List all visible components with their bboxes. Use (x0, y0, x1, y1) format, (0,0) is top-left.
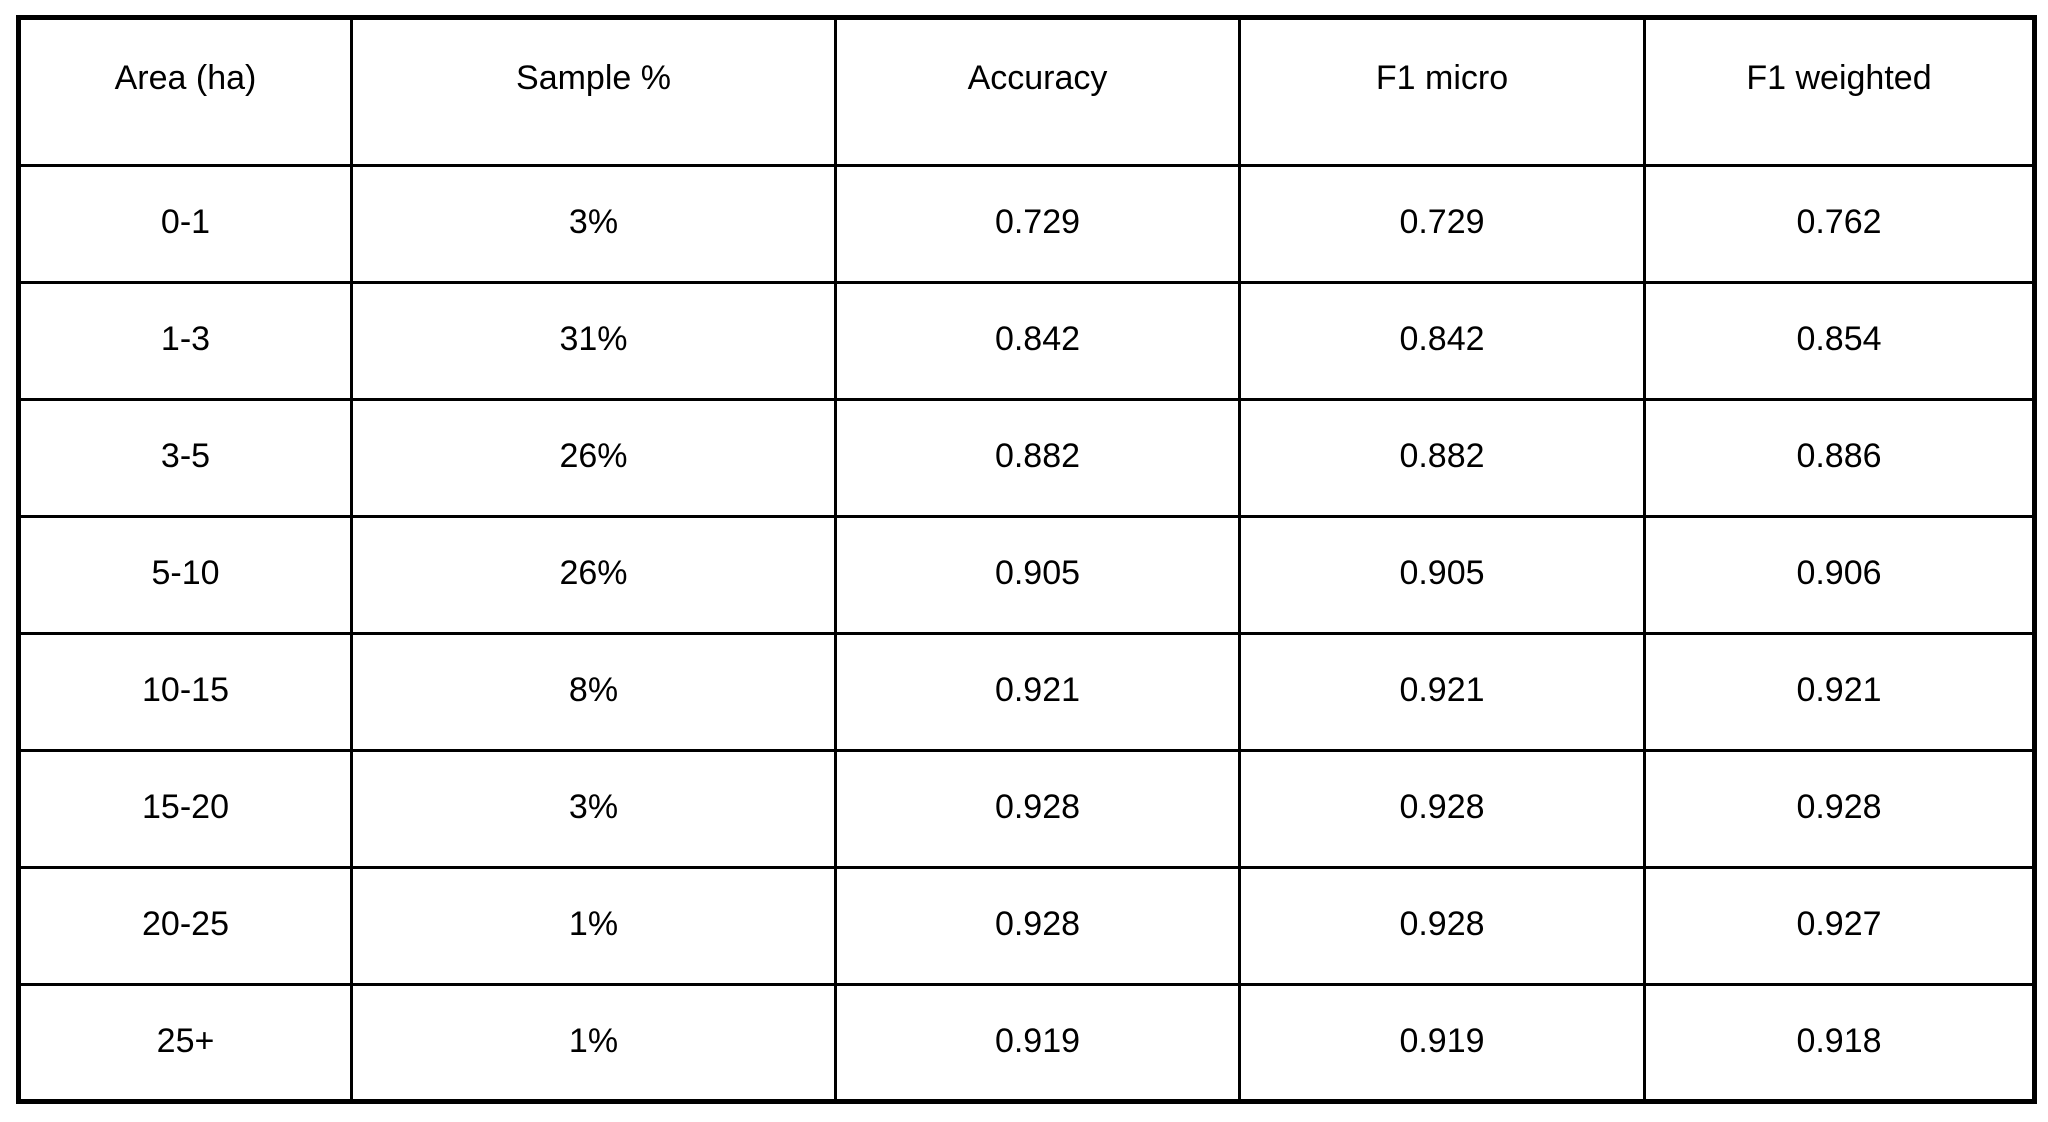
table-cell: 20-25 (17, 866, 353, 986)
table-cell: 0-1 (17, 164, 353, 284)
table-cell: 0.921 (1238, 632, 1646, 752)
table-row: 1-3 31% 0.842 0.842 0.854 (17, 281, 2036, 401)
table-cell: 0.928 (1238, 749, 1646, 869)
table-cell: 26% (350, 398, 837, 518)
table-row: 0-1 3% 0.729 0.729 0.762 (17, 164, 2036, 284)
table-cell: 0.842 (834, 281, 1241, 401)
table-cell: 0.842 (1238, 281, 1646, 401)
table-cell: 0.928 (834, 866, 1241, 986)
table-row: 10-15 8% 0.921 0.921 0.921 (17, 632, 2036, 752)
table-body: 0-1 3% 0.729 0.729 0.762 1-3 31% 0.842 0.842 0.85… (17, 164, 2036, 1103)
table-cell: 0.882 (834, 398, 1241, 518)
table-cell: 3% (350, 749, 837, 869)
table-cell: 0.729 (834, 164, 1241, 284)
table-row: 20-25 1% 0.928 0.928 0.927 (17, 866, 2036, 986)
table-cell: 5-10 (17, 515, 353, 635)
column-header: Sample % (350, 16, 837, 167)
table-cell: 10-15 (17, 632, 353, 752)
table-cell: 0.928 (1643, 749, 2036, 869)
header-row: Area (ha) Sample % Accuracy F1 micro F1 weig… (17, 16, 2036, 167)
table-cell: 25+ (17, 983, 353, 1103)
table-cell: 0.905 (834, 515, 1241, 635)
table-cell: 0.928 (1238, 866, 1646, 986)
table-row: 5-10 26% 0.905 0.905 0.906 (17, 515, 2036, 635)
table-cell: 0.905 (1238, 515, 1646, 635)
table-cell: 8% (350, 632, 837, 752)
table-cell: 0.927 (1643, 866, 2036, 986)
column-header: F1 weighted (1643, 16, 2036, 167)
table-cell: 0.921 (834, 632, 1241, 752)
table-cell: 0.882 (1238, 398, 1646, 518)
table-cell: 0.762 (1643, 164, 2036, 284)
table-cell: 0.729 (1238, 164, 1646, 284)
table-cell: 0.919 (1238, 983, 1646, 1103)
table-cell: 3-5 (17, 398, 353, 518)
column-header: F1 micro (1238, 16, 1646, 167)
metrics-table: Area (ha) Sample % Accuracy F1 micro F1 weig… (16, 15, 2037, 1104)
table-cell: 0.886 (1643, 398, 2036, 518)
table-header: Area (ha) Sample % Accuracy F1 micro F1 weig… (17, 16, 2036, 167)
column-header: Accuracy (834, 16, 1241, 167)
table-cell: 31% (350, 281, 837, 401)
table-cell: 0.921 (1643, 632, 2036, 752)
table-row: 3-5 26% 0.882 0.882 0.886 (17, 398, 2036, 518)
table-cell: 26% (350, 515, 837, 635)
table-cell: 0.928 (834, 749, 1241, 869)
table-container: Area (ha) Sample % Accuracy F1 micro F1 weig… (16, 15, 2037, 1104)
table-cell: 0.906 (1643, 515, 2036, 635)
table-cell: 1-3 (17, 281, 353, 401)
table-cell: 0.919 (834, 983, 1241, 1103)
table-cell: 0.918 (1643, 983, 2036, 1103)
column-header: Area (ha) (17, 16, 353, 167)
table-cell: 1% (350, 983, 837, 1103)
table-cell: 15-20 (17, 749, 353, 869)
table-cell: 1% (350, 866, 837, 986)
table-cell: 0.854 (1643, 281, 2036, 401)
table-row: 15-20 3% 0.928 0.928 0.928 (17, 749, 2036, 869)
table-cell: 3% (350, 164, 837, 284)
table-row: 25+ 1% 0.919 0.919 0.918 (17, 983, 2036, 1103)
